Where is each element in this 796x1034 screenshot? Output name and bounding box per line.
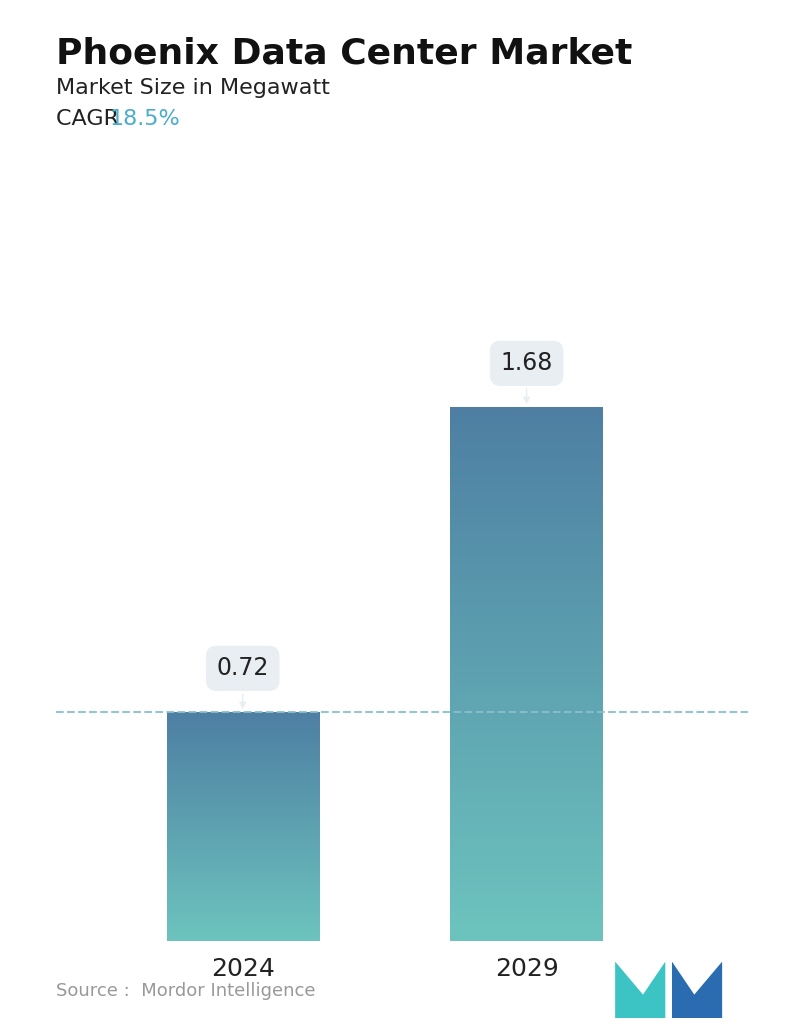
Text: Phoenix Data Center Market: Phoenix Data Center Market xyxy=(56,36,632,70)
Text: Source :  Mordor Intelligence: Source : Mordor Intelligence xyxy=(56,982,315,1000)
Text: 0.72: 0.72 xyxy=(217,657,269,708)
Text: 2029: 2029 xyxy=(495,956,559,981)
Text: 18.5%: 18.5% xyxy=(110,109,181,128)
Polygon shape xyxy=(615,962,665,1018)
Text: 2024: 2024 xyxy=(211,956,275,981)
Text: 1.68: 1.68 xyxy=(501,352,552,403)
Text: Market Size in Megawatt: Market Size in Megawatt xyxy=(56,78,330,97)
Polygon shape xyxy=(672,962,722,1018)
Text: CAGR: CAGR xyxy=(56,109,133,128)
